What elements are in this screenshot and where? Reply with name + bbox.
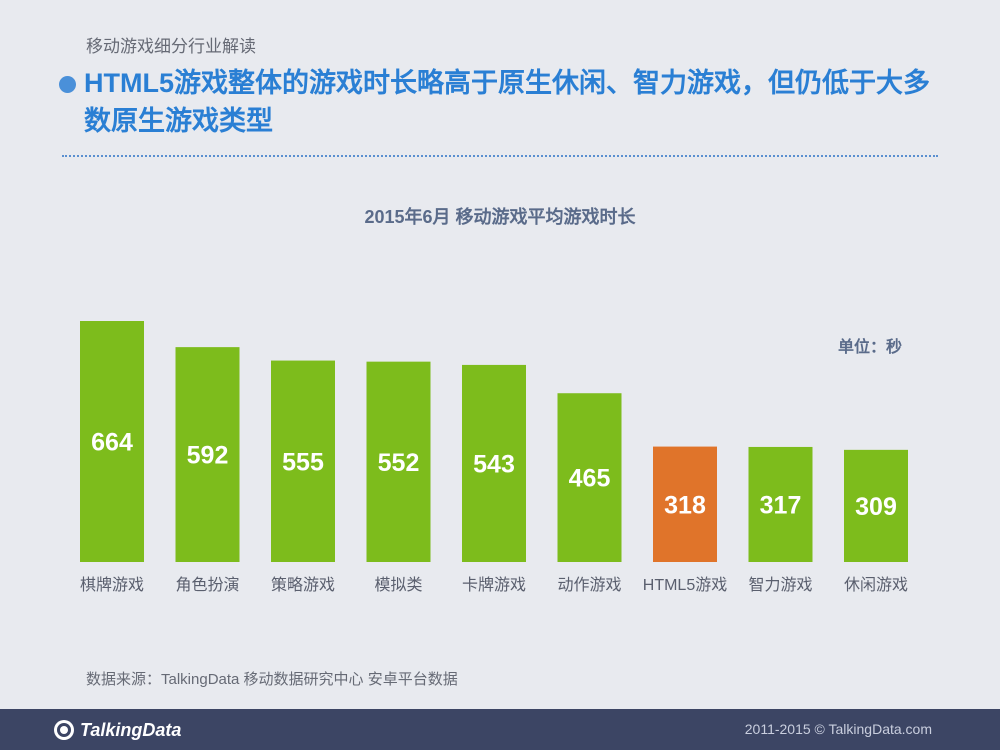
- footer-logo-text: TalkingData: [80, 719, 182, 740]
- bar-1: [175, 347, 240, 562]
- footer-logo: TalkingData: [52, 717, 181, 743]
- footer-copyright: 2011-2015 © TalkingData.com: [744, 721, 932, 737]
- bar-value-label: 465: [569, 465, 611, 493]
- bar-value-label: 309: [855, 493, 897, 521]
- talkingdata-logo-icon: [54, 720, 74, 740]
- category-label: 卡牌游戏: [462, 576, 526, 594]
- bar-value-label: 552: [378, 449, 420, 477]
- headline: HTML5游戏整体的游戏时长略高于原生休闲、智力游戏，但仍低于大多数原生游戏类型: [84, 68, 930, 136]
- bar-8: [844, 449, 908, 562]
- bar-4: [462, 364, 526, 562]
- bar-value-label: 592: [187, 442, 229, 470]
- bar-value-label: 318: [664, 491, 706, 519]
- bar-value-label: 317: [760, 491, 802, 519]
- bar-3: [366, 361, 431, 562]
- headline-bullet-icon: [59, 76, 76, 93]
- section-label: 移动游戏细分行业解读: [86, 37, 256, 56]
- category-label: 休闲游戏: [844, 576, 908, 594]
- bar-7: [748, 446, 813, 562]
- bar-0: [80, 321, 144, 562]
- chart-title: 2015年6月 移动游戏平均游戏时长: [364, 207, 636, 227]
- category-label: HTML5游戏: [643, 576, 727, 594]
- bar-chart: 664 棋牌游戏 592 角色扮演 555 策略游戏 552 模拟类 543 卡牌游戏 465 动作游…: [80, 321, 908, 594]
- bar-2: [271, 360, 335, 562]
- category-label: 智力游戏: [748, 576, 812, 594]
- bar-5: [557, 393, 622, 562]
- divider: [62, 155, 938, 157]
- category-label: 动作游戏: [557, 576, 621, 594]
- category-label: 策略游戏: [271, 576, 335, 594]
- category-label: 角色扮演: [175, 576, 239, 594]
- category-label: 棋牌游戏: [80, 576, 144, 594]
- unit-label: 单位：秒: [838, 339, 903, 356]
- bar-6: [653, 446, 717, 562]
- data-source: 数据来源：TalkingData 移动数据研究中心 安卓平台数据: [86, 671, 458, 688]
- bar-value-label: 543: [473, 450, 515, 478]
- bar-value-label: 664: [91, 429, 133, 457]
- category-label: 模拟类: [374, 576, 422, 594]
- footer: TalkingData 2011-2015 © TalkingData.com: [0, 709, 1000, 750]
- bar-value-label: 555: [282, 448, 324, 476]
